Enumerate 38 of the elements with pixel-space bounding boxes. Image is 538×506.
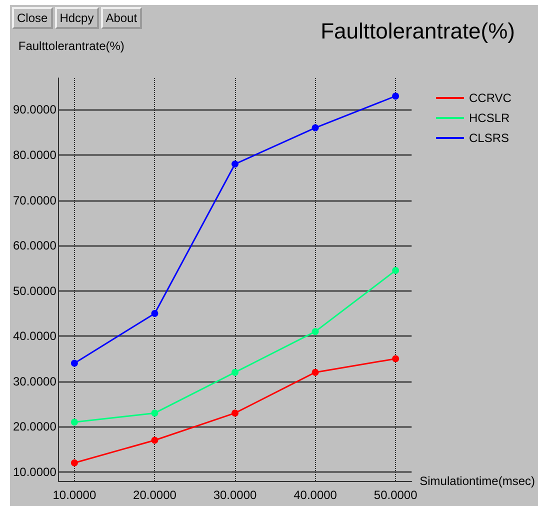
point — [151, 410, 158, 417]
point — [151, 310, 158, 317]
text: Close — [12, 7, 53, 29]
y-tick-label: 40.0000 — [12, 329, 57, 344]
y-tick-label: 20.0000 — [12, 420, 57, 434]
x-tick-label: 30.0000 — [213, 488, 258, 502]
chart-title: Faulttolerantrate(%) — [320, 18, 516, 44]
text: About — [100, 7, 142, 29]
legend-label: CLSRS — [469, 131, 510, 145]
point — [392, 355, 400, 362]
point — [232, 368, 239, 376]
x-axis-title: Simulationtime(msec) — [420, 474, 536, 488]
y-tick-label: 70.0000 — [12, 193, 57, 208]
y-tick-label: 80.0000 — [12, 148, 57, 162]
y-tick-label: 30.0000 — [12, 374, 57, 388]
y-axis-title: Faulttolerantrate(%) — [18, 39, 124, 53]
point — [70, 360, 78, 367]
point — [392, 92, 400, 100]
point — [232, 160, 239, 168]
point — [392, 266, 400, 274]
point — [151, 436, 158, 444]
point — [312, 368, 319, 376]
x-tick-label: 40.0000 — [294, 488, 338, 502]
point — [312, 124, 319, 132]
x-tick-label: 20.0000 — [133, 488, 177, 502]
point — [232, 410, 239, 417]
x-tick-label: 50.0000 — [374, 488, 418, 502]
point — [70, 459, 78, 466]
point — [312, 328, 319, 336]
point — [70, 418, 78, 426]
legend-label: HCSLR — [469, 111, 510, 125]
y-tick-label: 90.0000 — [12, 102, 57, 117]
text: Hdcpy — [54, 7, 99, 29]
x-tick-label: 10.0000 — [52, 488, 96, 502]
y-tick-label: 10.0000 — [12, 464, 57, 479]
y-tick-label: 50.0000 — [12, 284, 57, 298]
legend-label: CCRVC — [469, 91, 512, 105]
y-tick-label: 60.0000 — [12, 238, 57, 253]
